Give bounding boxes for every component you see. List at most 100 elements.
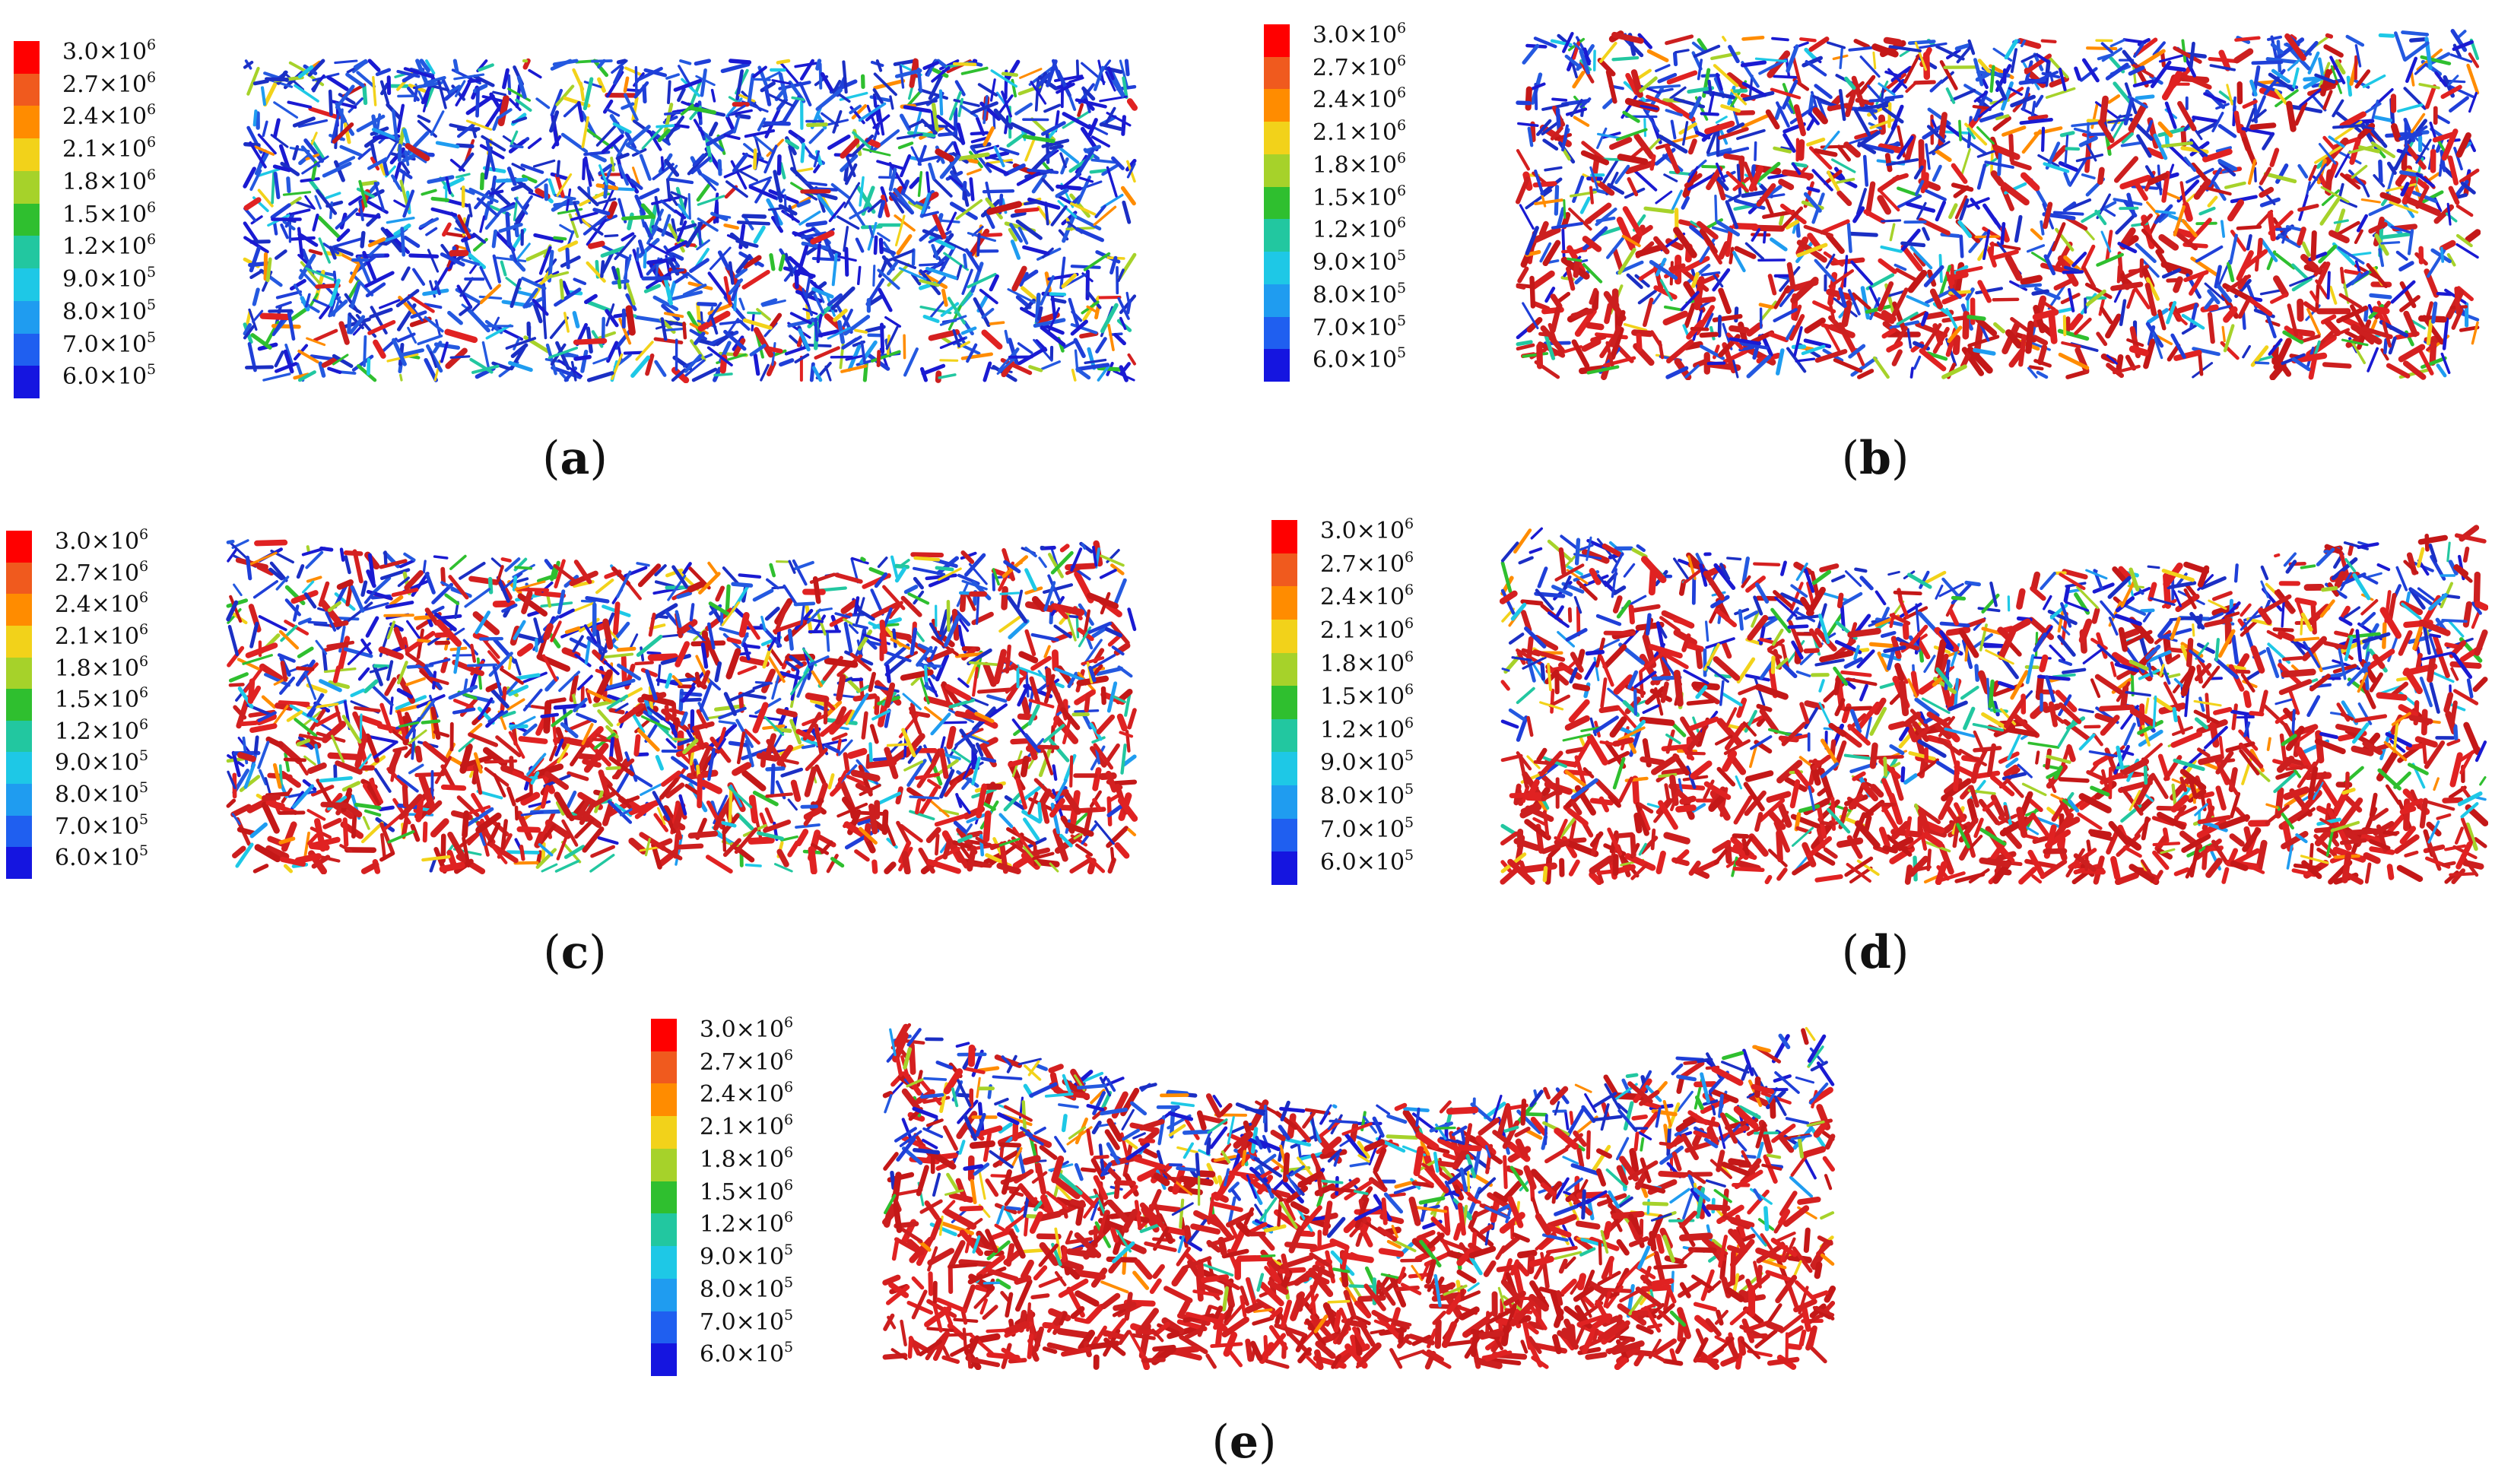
force-chain-segment (1119, 316, 1127, 331)
force-chain-segment (1798, 139, 1805, 161)
force-chain-segment (1687, 86, 1715, 94)
force-chain-segment (427, 175, 455, 184)
force-chain-segment (976, 233, 981, 257)
force-chain-segment (972, 667, 979, 697)
force-chain-segment (1773, 146, 1792, 154)
force-chain-segment (1043, 645, 1051, 658)
force-chain-segment (430, 818, 449, 838)
force-chain-segment (1916, 201, 1927, 220)
force-chain-segment (781, 95, 802, 125)
legend-label: 2.1×106 (1313, 117, 1407, 147)
force-chain-segment (2043, 254, 2056, 276)
force-chain-segment (626, 144, 641, 154)
force-chain-segment (2455, 132, 2471, 158)
force-chain-segment (2096, 331, 2108, 347)
force-chain-segment (716, 727, 727, 750)
force-chain-segment (2255, 257, 2259, 272)
force-chain-segment (925, 171, 931, 197)
force-chain-segment (1525, 226, 1539, 255)
force-chain-segment (2100, 306, 2113, 325)
force-chain-segment (780, 767, 804, 778)
force-chain-segment (1722, 36, 1727, 42)
force-chain-segment (928, 162, 936, 180)
force-chain-segment (2010, 316, 2031, 334)
force-chain-segment (664, 159, 680, 177)
force-chain-segment (470, 643, 477, 663)
force-chain-segment (2048, 309, 2058, 344)
force-chain-segment (2115, 214, 2135, 235)
force-chain-segment (630, 633, 639, 648)
force-chain-segment (809, 186, 839, 192)
force-chain-segment (1126, 98, 1138, 111)
legend-label: 7.0×105 (55, 810, 149, 840)
force-chain-segment (738, 297, 745, 311)
force-chain-segment (583, 743, 609, 773)
force-chain-segment (314, 744, 321, 766)
force-chain-segment (1042, 583, 1074, 595)
force-chain-segment (2009, 280, 2028, 291)
force-chain-segment (957, 834, 973, 843)
force-chain-segment (720, 62, 751, 74)
force-chain-segment (768, 189, 799, 205)
force-chain-segment (798, 290, 810, 307)
force-chain-segment (2207, 312, 2215, 344)
force-chain-segment (404, 569, 424, 591)
force-chain-segment (850, 134, 875, 157)
force-chain-segment (1017, 683, 1030, 707)
force-chain-segment (2010, 48, 2018, 74)
force-chain-segment (955, 793, 963, 808)
force-chain-segment (554, 738, 564, 757)
force-chain-segment (2058, 352, 2090, 370)
force-chain-segment (1028, 847, 1051, 857)
force-chain-segment (249, 551, 278, 566)
force-chain-segment (982, 361, 992, 382)
force-chain-segment (1915, 179, 1925, 196)
force-chain-segment (1046, 127, 1059, 140)
force-chain-segment (1086, 290, 1102, 309)
force-chain-segment (900, 192, 916, 205)
legend-swatch (6, 847, 32, 879)
legend-swatch (14, 333, 40, 366)
force-chain-segment (2133, 43, 2144, 58)
force-chain-segment (1566, 266, 1576, 291)
force-chain-segment (948, 305, 962, 331)
force-chain-segment (283, 864, 294, 874)
force-chain-segment (561, 819, 579, 847)
force-chain-segment (1732, 223, 1759, 230)
force-chain-segment (909, 176, 921, 189)
force-chain-segment (545, 343, 557, 376)
force-chain-segment (925, 826, 941, 843)
force-chain-segment (452, 707, 476, 715)
force-chain-segment (855, 237, 865, 253)
force-chain-segment (252, 579, 278, 599)
force-chain-segment (352, 60, 368, 74)
force-chain-segment (300, 177, 320, 183)
force-chain-segment (964, 248, 982, 272)
force-chain-segment (592, 357, 609, 365)
force-chain-segment (397, 661, 408, 685)
force-chain-segment (1773, 308, 1798, 322)
force-chain-segment (2158, 233, 2179, 251)
force-chain-segment (1992, 116, 2011, 132)
force-chain-segment (2062, 270, 2084, 274)
force-chain-segment (2081, 58, 2100, 83)
force-chain-segment (391, 588, 419, 598)
force-chain-segment (957, 677, 970, 688)
force-chain-segment (652, 791, 671, 821)
force-chain-segment (301, 580, 315, 594)
force-chain-segment (1855, 97, 1875, 106)
force-chain-segment (1068, 76, 1084, 84)
force-chain-segment (2204, 296, 2215, 310)
force-chain-segment (434, 280, 441, 296)
force-chain-segment (1913, 252, 1926, 267)
force-chain-segment (500, 572, 523, 591)
force-chain-segment (1646, 94, 1669, 106)
force-chain-segment (1626, 273, 1643, 290)
force-chain-segment (1950, 88, 1976, 102)
force-chain-segment (553, 563, 575, 582)
force-chain-segment (274, 350, 284, 368)
force-chain-segment (1900, 228, 1921, 252)
force-chain-segment (811, 289, 824, 314)
force-chain-segment (579, 190, 608, 207)
force-chain-segment (1517, 122, 1539, 127)
